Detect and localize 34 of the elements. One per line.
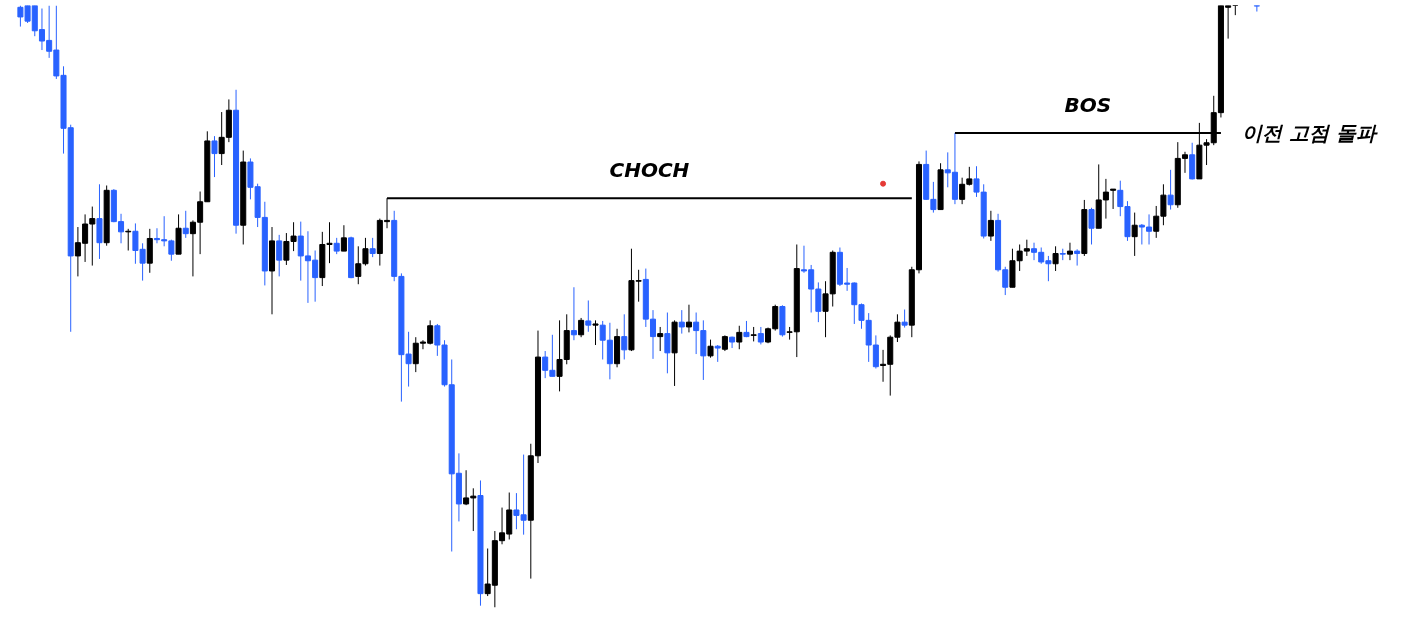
candlestick: [894, 313, 901, 343]
candlestick: [657, 326, 664, 352]
candlestick: [621, 313, 628, 360]
candlestick: [276, 234, 283, 277]
candlestick: [1253, 5, 1260, 13]
candlestick: [125, 228, 132, 252]
candlestick: [858, 302, 865, 330]
candlestick: [1167, 169, 1174, 211]
candlestick: [901, 309, 908, 329]
series-label: BOS: [1064, 93, 1112, 118]
candlestick: [211, 135, 218, 178]
candlestick: [340, 224, 347, 252]
candlestick: [707, 339, 714, 359]
candlestick: [685, 304, 692, 333]
annotation: 이전 고점 돌파: [1242, 121, 1379, 146]
candlestick: [736, 325, 743, 350]
candlestick: [1110, 188, 1117, 210]
candlestick: [1153, 205, 1160, 239]
candlestick: [1088, 207, 1095, 245]
candlestick: [1052, 245, 1059, 272]
candlestick: [1131, 212, 1138, 257]
candlestick: [1160, 183, 1167, 226]
candlestick: [570, 286, 577, 341]
candlestick: [182, 210, 189, 239]
candlestick: [664, 312, 671, 374]
candlestick: [729, 336, 736, 349]
candlestick: [585, 299, 592, 333]
candlestick: [578, 317, 585, 338]
candlestick: [987, 210, 994, 242]
candlestick: [592, 319, 599, 346]
candlestick: [369, 237, 376, 258]
series-label: CHOCH: [609, 158, 690, 183]
candlestick: [1066, 242, 1073, 261]
candlestick: [678, 309, 685, 335]
